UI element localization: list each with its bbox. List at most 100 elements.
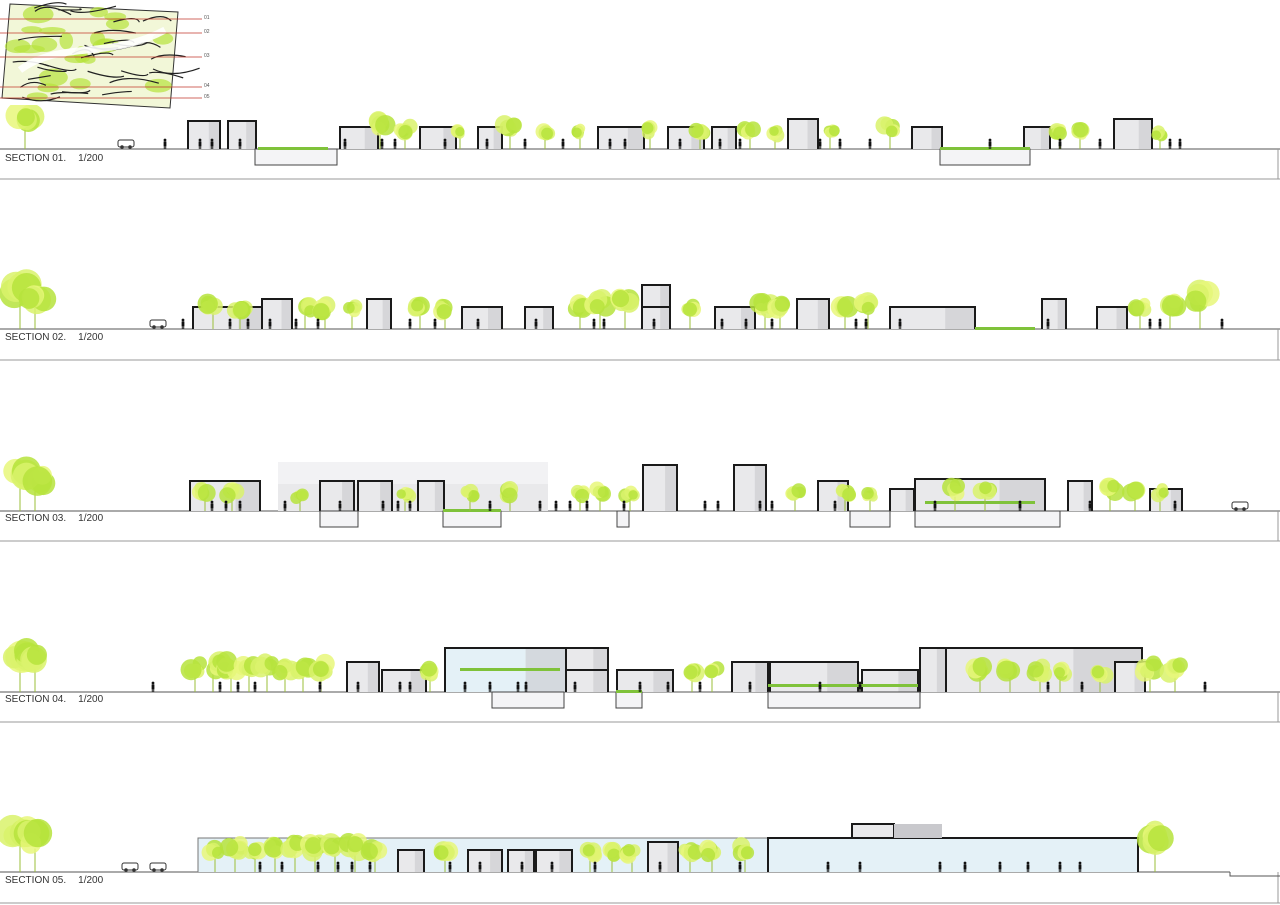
person-head (316, 861, 320, 865)
person-leg (398, 508, 400, 511)
tree-canopy (375, 114, 396, 136)
person-head (318, 681, 322, 685)
person-figure (1026, 861, 1030, 872)
key-plan-map (0, 2, 202, 109)
person-leg (396, 508, 398, 511)
person-head (988, 138, 992, 142)
map-street (93, 29, 136, 34)
person-body (268, 321, 272, 327)
person-leg (338, 869, 340, 872)
person-leg (638, 689, 640, 692)
person-leg (522, 869, 524, 872)
tree-canopy (1161, 295, 1184, 317)
person-leg (750, 689, 752, 692)
person-body (1026, 864, 1030, 870)
tree-canopy (774, 296, 790, 312)
tree (1134, 655, 1165, 692)
tree (732, 837, 755, 872)
person-leg (151, 689, 153, 692)
tree (433, 841, 459, 872)
person-figure (228, 318, 232, 329)
tree-canopy (704, 664, 719, 679)
tree-canopy (828, 125, 840, 137)
building-wall (189, 480, 261, 511)
person-head (818, 681, 822, 685)
tree (1150, 483, 1169, 511)
person-body (826, 864, 830, 870)
person-body (1080, 684, 1084, 690)
person-figure (236, 681, 240, 692)
person-head (770, 500, 774, 504)
person-leg (722, 326, 724, 329)
person-leg (228, 326, 230, 329)
person-head (210, 500, 214, 504)
person-head (443, 138, 447, 142)
person-leg (283, 508, 285, 511)
building-shade (1057, 299, 1066, 329)
map-green-area (64, 53, 90, 64)
building-shade (524, 850, 534, 872)
tree (835, 484, 856, 511)
tree-canopy (837, 295, 859, 318)
person-leg (640, 689, 642, 692)
person-body (638, 684, 642, 690)
person-figure (268, 318, 272, 329)
section-04-title: SECTION 04. 1/200 (5, 694, 103, 705)
building-shade (543, 307, 553, 329)
map-street (19, 81, 47, 88)
person-leg (1078, 869, 1080, 872)
person-leg (568, 508, 570, 511)
tree-canopy (949, 478, 965, 494)
tree-canopy (769, 126, 779, 136)
person-head (666, 681, 670, 685)
person-figure (523, 138, 527, 149)
person-leg (183, 326, 185, 329)
person-body (350, 864, 354, 870)
person-figure (538, 500, 542, 511)
person-head (826, 861, 830, 865)
person-figure (608, 138, 612, 149)
person-body (218, 684, 222, 690)
person-figure (1173, 500, 1177, 511)
person-leg (870, 146, 872, 149)
person-leg (1026, 869, 1028, 872)
person-head (356, 681, 360, 685)
person-figure (336, 861, 340, 872)
person-figure (770, 500, 774, 511)
person-leg (738, 869, 740, 872)
tree (18, 285, 57, 329)
map-street (149, 71, 184, 79)
person-figure (443, 138, 447, 149)
person-head (716, 500, 720, 504)
person-head (238, 138, 242, 142)
person-figure (963, 861, 967, 872)
person-head (236, 681, 240, 685)
person-leg (716, 508, 718, 511)
person-leg (1018, 508, 1020, 511)
map-green-area (26, 92, 48, 102)
section-03-drawing (0, 456, 1280, 542)
tree-canopy (607, 848, 621, 862)
building-wall (227, 120, 257, 149)
person-body (666, 684, 670, 690)
person-figure (744, 318, 748, 329)
person-body (623, 141, 627, 147)
person-head (998, 861, 1002, 865)
person-leg (1222, 326, 1224, 329)
person-leg (230, 326, 232, 329)
section-05-scale: 1/200 (78, 875, 104, 886)
person-leg (818, 689, 820, 692)
person-leg (316, 326, 318, 329)
person-body (488, 503, 492, 509)
tree-canopy (312, 303, 330, 321)
person-head (316, 318, 320, 322)
tree-canopy (23, 818, 53, 848)
person-leg (1000, 869, 1002, 872)
person-figure (602, 318, 606, 329)
person-leg (660, 869, 662, 872)
tree-canopy (312, 661, 329, 677)
building-wall (419, 126, 457, 149)
map-green-area (21, 26, 43, 34)
person-head (1158, 318, 1162, 322)
person-figure (720, 318, 724, 329)
